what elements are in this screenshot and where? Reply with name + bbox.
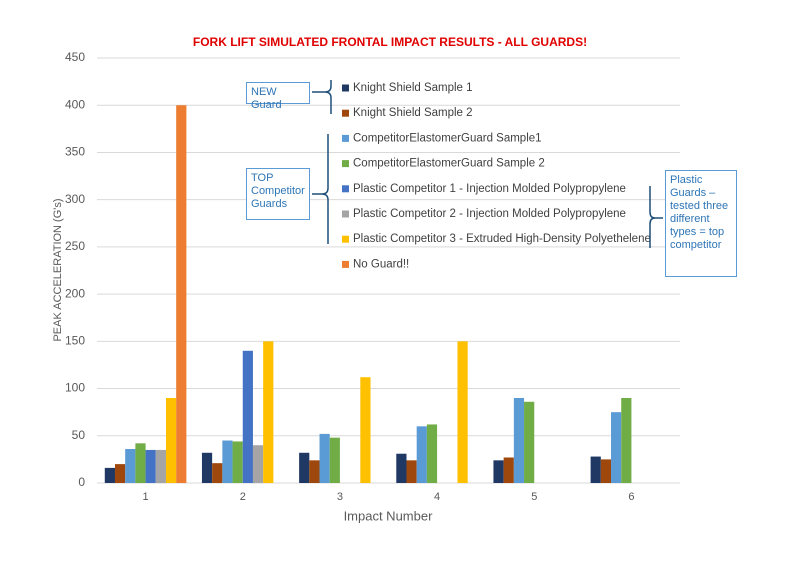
braces	[312, 80, 663, 248]
chart-title: FORK LIFT SIMULATED FRONTAL IMPACT RESUL…	[193, 35, 587, 49]
bar	[176, 105, 187, 483]
bar	[416, 426, 427, 483]
x-axis-label: Impact Number	[344, 508, 434, 523]
bar	[125, 449, 136, 483]
bar	[513, 398, 525, 483]
bar	[600, 459, 612, 483]
bar	[222, 440, 233, 483]
legend-swatch	[342, 84, 349, 92]
annotation: Plastic Guards – tested three different …	[665, 170, 737, 277]
legend-swatch	[342, 235, 349, 243]
y-tick-label: 250	[65, 239, 85, 253]
bar	[493, 460, 504, 483]
legend-label: CompetitorElastomerGuard Sample1	[353, 132, 542, 144]
bar	[406, 460, 417, 483]
x-tick-label: 6	[628, 491, 634, 503]
bar	[396, 453, 407, 483]
bar	[155, 449, 166, 483]
bar	[135, 443, 146, 483]
legend-swatch	[342, 185, 349, 193]
x-tick-label: 4	[434, 491, 440, 503]
bar	[114, 464, 126, 483]
x-tick-label: 2	[240, 491, 246, 503]
bar	[165, 398, 177, 483]
brace	[312, 134, 329, 244]
y-tick-label: 350	[65, 145, 85, 159]
legend-swatch	[342, 160, 349, 168]
x-tick-label: 5	[531, 491, 537, 503]
legend-label: Knight Shield Sample 1	[353, 82, 473, 94]
legend-label: No Guard!!	[353, 258, 409, 270]
bar	[360, 377, 371, 483]
bar	[524, 401, 535, 483]
y-tick-label: 450	[65, 50, 85, 64]
y-tick-label: 400	[65, 97, 85, 111]
y-tick-label: 100	[65, 381, 85, 395]
bar	[611, 412, 622, 483]
bar	[252, 445, 264, 483]
bar	[145, 449, 156, 483]
legend-swatch	[342, 109, 349, 117]
annotation: NEW Guard	[246, 82, 310, 111]
legend-swatch	[342, 134, 349, 142]
legend-label: Plastic Competitor 1 - Injection Molded …	[353, 183, 626, 195]
bar	[232, 441, 243, 483]
bar	[319, 433, 330, 483]
bar	[457, 341, 468, 483]
legend-swatch	[342, 260, 349, 268]
bar	[590, 456, 601, 483]
annotation: TOP Competitor Guards	[246, 168, 310, 220]
bar	[329, 437, 340, 483]
bar	[621, 398, 632, 483]
x-tick-label: 1	[143, 491, 149, 503]
y-tick-label: 0	[78, 475, 85, 489]
legend-label: CompetitorElastomerGuard Sample 2	[353, 158, 545, 170]
bar	[426, 424, 438, 483]
bar	[212, 463, 223, 483]
y-axis-label: PEAK ACCELERATION (G's)	[52, 198, 64, 341]
legend-label: Plastic Competitor 2 - Injection Molded …	[353, 208, 626, 220]
bar	[299, 452, 310, 483]
legend-swatch	[342, 210, 349, 218]
y-tick-label: 200	[65, 286, 85, 300]
plot: 0 50 100 150 200 250 300 350 400 450 1 2 3 4 5 6 Knight …	[65, 50, 680, 503]
bar	[309, 460, 320, 483]
y-tick-label: 300	[65, 192, 85, 206]
brace	[649, 186, 663, 248]
y-tick-label: 150	[65, 334, 85, 348]
bar	[242, 350, 253, 483]
x-tick-label: 3	[337, 491, 343, 503]
legend-label: Knight Shield Sample 2	[353, 107, 473, 119]
legend-label: Plastic Competitor 3 - Extruded High-Den…	[353, 233, 651, 245]
bar	[503, 457, 514, 483]
y-tick-label: 50	[72, 428, 86, 442]
brace	[312, 80, 332, 114]
bar	[104, 467, 115, 483]
bar	[263, 341, 274, 483]
bar	[201, 452, 213, 483]
